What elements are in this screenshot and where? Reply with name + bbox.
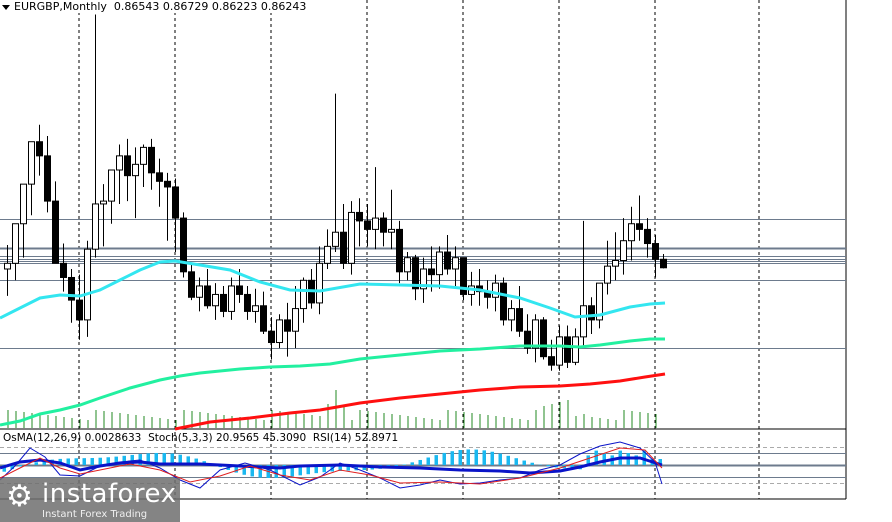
ohlc-values: 0.86543 0.86729 0.86223 0.86243 — [113, 0, 307, 13]
indicator-title: OsMA(12,26,9) 0.0028633 Stoch(5,3,3) 20.… — [3, 432, 398, 444]
logo-tagline: Instant Forex Trading — [42, 509, 148, 520]
osma-label: OsMA(12,26,9) 0.0028633 — [3, 432, 142, 444]
symbol-label: EURGBP,Monthly — [14, 0, 107, 13]
instaforex-logo: ⚙ instaforex Instant Forex Trading — [0, 478, 180, 522]
chart-title: EURGBP,Monthly 0.86543 0.86729 0.86223 0… — [2, 0, 310, 13]
rsi-label: RSI(14) 52.8971 — [312, 432, 399, 444]
stoch-label: Stoch(5,3,3) 20.9565 45.3090 — [148, 432, 307, 444]
gear-logo-icon: ⚙ — [6, 479, 33, 514]
dropdown-arrow-icon[interactable] — [2, 4, 10, 10]
logo-brand: instaforex — [42, 479, 177, 509]
